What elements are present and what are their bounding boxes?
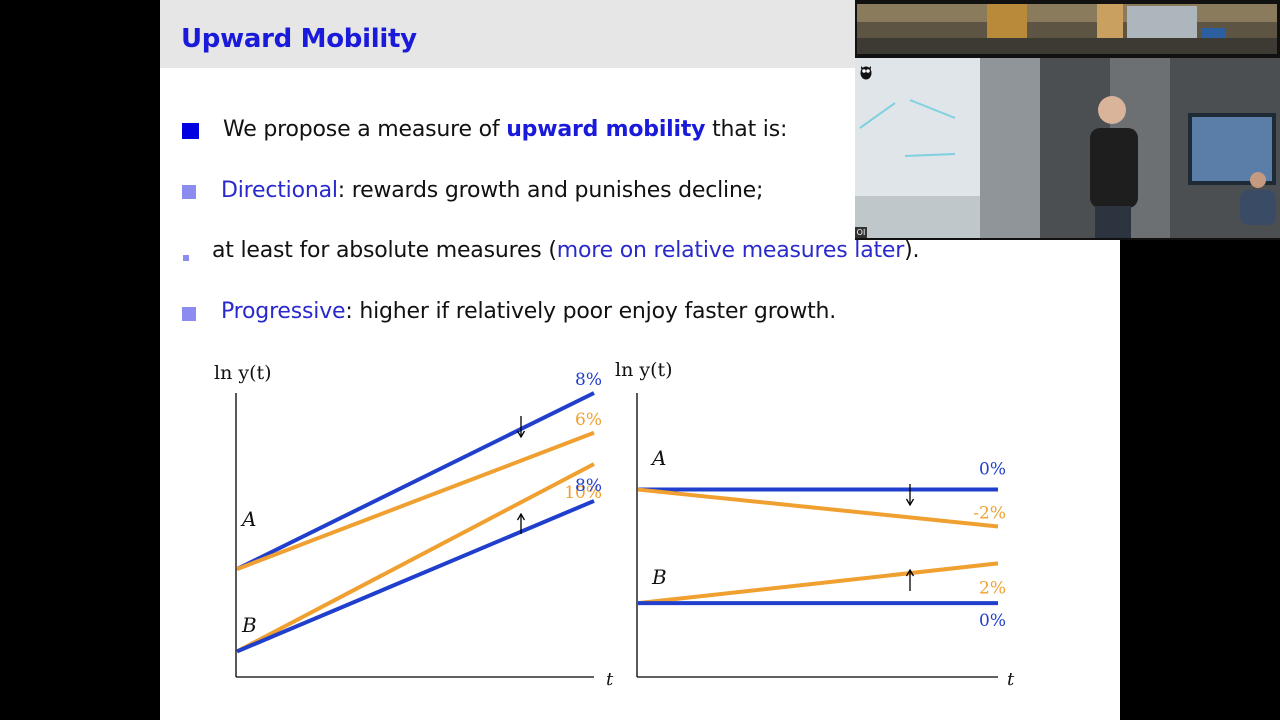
webcam-label: OI [855, 227, 867, 238]
bullet-1-pre: We propose a measure of [223, 117, 507, 142]
arrow-head-icon [516, 430, 526, 439]
bullet-marker [182, 185, 196, 199]
rate-label: 2% [979, 578, 1006, 598]
arrow-head-icon [516, 512, 526, 521]
point-label-a: A [650, 446, 666, 470]
bullet-2-highlight: Directional [221, 178, 338, 203]
bullet-3-highlight: more on relative measures later [556, 238, 905, 263]
bullet-2: Directional: rewards growth and punishes… [221, 178, 763, 203]
y-axis-label: ln y(t) [615, 359, 673, 381]
rate-label: 0% [979, 460, 1006, 480]
rate-label: 0% [979, 611, 1006, 631]
bullet-1: We propose a measure of upward mobility … [223, 117, 787, 142]
series-line-a-1 [236, 391, 595, 571]
webcam-overlay: OI [855, 0, 1280, 240]
owl-logo-icon [860, 64, 872, 80]
point-label-a: A [240, 507, 256, 531]
rate-label: -2% [973, 503, 1006, 523]
point-label-b: B [651, 565, 667, 589]
bullet-4-highlight: Progressive [221, 299, 346, 324]
y-axis-label: ln y(t) [214, 362, 272, 384]
sub-bullet-marker [183, 255, 189, 261]
point-label-b: B [241, 613, 257, 637]
bullet-4: Progressive: higher if relatively poor e… [221, 299, 836, 324]
x-axis-label: t [1007, 669, 1015, 690]
rate-label: 8% [575, 476, 602, 496]
x-axis-label: t [606, 669, 614, 690]
bullet-3-post: ). [904, 238, 920, 263]
bullet-4-post: : higher if relatively poor enjoy faster… [345, 299, 837, 324]
rate-label: 8% [575, 370, 602, 390]
bullet-2-post: : rewards growth and punishes decline; [337, 178, 764, 203]
bullet-1-post: that is: [705, 117, 788, 142]
rate-label: 10% [564, 483, 602, 503]
slide-title: Upward Mobility [181, 24, 417, 54]
bullet-3: at least for absolute measures (more on … [212, 238, 919, 263]
arrow-head-icon [905, 498, 915, 507]
series-line-b-3 [236, 462, 595, 654]
webcam-strip-video [857, 4, 1277, 54]
arrow-head-icon [905, 568, 915, 577]
bullet-marker [182, 123, 199, 139]
bullet-3-pre: at least for absolute measures ( [212, 238, 557, 263]
bullet-marker [182, 307, 196, 321]
series-line-a-2 [236, 430, 595, 571]
series-line-b-4 [236, 499, 595, 654]
series-line-b-3 [637, 561, 999, 606]
bullet-1-highlight: upward mobility [506, 117, 706, 142]
webcam-main-video [855, 58, 1280, 238]
series-line-a-2 [637, 487, 999, 529]
rate-label: 6% [575, 410, 602, 430]
